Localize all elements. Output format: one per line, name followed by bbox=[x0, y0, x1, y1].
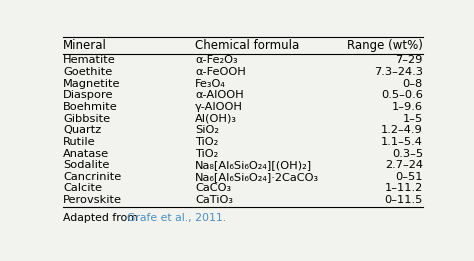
Text: Fe₃O₄: Fe₃O₄ bbox=[195, 79, 226, 88]
Text: Quartz: Quartz bbox=[63, 125, 101, 135]
Text: Calcite: Calcite bbox=[63, 183, 102, 193]
Text: 0.3–5: 0.3–5 bbox=[392, 149, 423, 158]
Text: γ-AlOOH: γ-AlOOH bbox=[195, 102, 243, 112]
Text: Cancrinite: Cancrinite bbox=[63, 172, 121, 182]
Text: Gibbsite: Gibbsite bbox=[63, 114, 110, 123]
Text: Perovskite: Perovskite bbox=[63, 195, 122, 205]
Text: 7–29: 7–29 bbox=[395, 55, 423, 65]
Text: SiO₂: SiO₂ bbox=[195, 125, 219, 135]
Text: Goethite: Goethite bbox=[63, 67, 112, 77]
Text: Sodalite: Sodalite bbox=[63, 160, 109, 170]
Text: Na₆[Al₆Si₆O₂₄]·2CaCO₃: Na₆[Al₆Si₆O₂₄]·2CaCO₃ bbox=[195, 172, 319, 182]
Text: Grafe et al., 2011.: Grafe et al., 2011. bbox=[127, 213, 226, 223]
Text: Adapted from: Adapted from bbox=[63, 213, 141, 223]
Text: CaTiO₃: CaTiO₃ bbox=[195, 195, 233, 205]
Text: Na₈[Al₆Si₆O₂₄][(OH)₂]: Na₈[Al₆Si₆O₂₄][(OH)₂] bbox=[195, 160, 312, 170]
Text: Rutile: Rutile bbox=[63, 137, 96, 147]
Text: TiO₂: TiO₂ bbox=[195, 149, 219, 158]
Text: Range (wt%): Range (wt%) bbox=[347, 39, 423, 52]
Text: Diaspore: Diaspore bbox=[63, 90, 113, 100]
Text: 0–8: 0–8 bbox=[403, 79, 423, 88]
Text: Boehmite: Boehmite bbox=[63, 102, 118, 112]
Text: Magnetite: Magnetite bbox=[63, 79, 120, 88]
Text: TiO₂: TiO₂ bbox=[195, 137, 219, 147]
Text: α-Fe₂O₃: α-Fe₂O₃ bbox=[195, 55, 238, 65]
Text: 1–5: 1–5 bbox=[403, 114, 423, 123]
Text: 0.5–0.6: 0.5–0.6 bbox=[381, 90, 423, 100]
Text: 1–11.2: 1–11.2 bbox=[385, 183, 423, 193]
Text: Hematite: Hematite bbox=[63, 55, 116, 65]
Text: α-FeOOH: α-FeOOH bbox=[195, 67, 246, 77]
Text: Chemical formula: Chemical formula bbox=[195, 39, 300, 52]
Text: 1–9.6: 1–9.6 bbox=[392, 102, 423, 112]
Text: 7.3–24.3: 7.3–24.3 bbox=[374, 67, 423, 77]
Text: Mineral: Mineral bbox=[63, 39, 107, 52]
Text: α-AlOOH: α-AlOOH bbox=[195, 90, 244, 100]
Text: 1.1–5.4: 1.1–5.4 bbox=[381, 137, 423, 147]
Text: Anatase: Anatase bbox=[63, 149, 109, 158]
Text: 2.7–24: 2.7–24 bbox=[385, 160, 423, 170]
Text: Al(OH)₃: Al(OH)₃ bbox=[195, 114, 237, 123]
Text: CaCO₃: CaCO₃ bbox=[195, 183, 231, 193]
Text: 1.2–4.9: 1.2–4.9 bbox=[381, 125, 423, 135]
Text: 0–51: 0–51 bbox=[395, 172, 423, 182]
Text: 0–11.5: 0–11.5 bbox=[384, 195, 423, 205]
